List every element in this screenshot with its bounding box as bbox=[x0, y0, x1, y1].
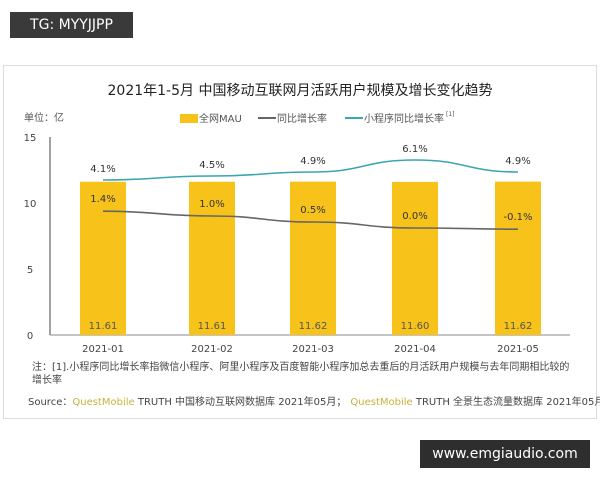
line-mini-label: 6.1% bbox=[402, 144, 427, 155]
note-line-1: 注：[1].小程序同比增长率指微信小程序、阿里小程序及百度智能小程序加总去重后的… bbox=[32, 360, 569, 373]
legend-swatch-mau bbox=[180, 114, 198, 123]
line-yoy bbox=[102, 210, 519, 230]
bar-value-label: 11.61 bbox=[89, 321, 118, 332]
bar-value-label: 11.62 bbox=[299, 321, 328, 332]
x-tick-label: 2021-01 bbox=[82, 344, 124, 355]
bar-value-label: 11.60 bbox=[401, 321, 430, 332]
y-tick-label: 0 bbox=[27, 331, 33, 342]
x-tick-label: 2021-04 bbox=[394, 344, 436, 355]
line-mini-label: 4.5% bbox=[199, 160, 224, 171]
overlay-label: TG: MYYJJPP bbox=[10, 12, 133, 38]
y-tick-label: 15 bbox=[24, 133, 37, 144]
line-yoy-label: 0.0% bbox=[402, 211, 427, 222]
legend-label-mini: 小程序同比增长率 bbox=[364, 112, 444, 125]
legend-label-yoy: 同比增长率 bbox=[277, 112, 327, 125]
y-axis-label: 单位：亿 bbox=[24, 111, 64, 124]
chart-title: 2021年1-5月 中国移动互联网月活跃用户规模及增长变化趋势 bbox=[108, 82, 493, 99]
legend-superscript: [1] bbox=[446, 111, 455, 118]
bar-mau bbox=[290, 181, 336, 335]
line-mini-label: 4.9% bbox=[505, 156, 530, 167]
line-yoy-label: -0.1% bbox=[503, 212, 532, 223]
bar-mau bbox=[495, 181, 541, 335]
y-tick-label: 10 bbox=[24, 199, 37, 210]
bar-mau bbox=[80, 181, 126, 335]
line-mini-label: 4.9% bbox=[300, 156, 325, 167]
bar-mau bbox=[392, 181, 438, 335]
line-yoy-label: 0.5% bbox=[300, 205, 325, 216]
line-yoy-label: 1.0% bbox=[199, 199, 224, 210]
line-mini-label: 4.1% bbox=[90, 164, 115, 175]
legend: 全网MAU 同比增长率 小程序同比增长率 [1] bbox=[180, 111, 455, 125]
source-brand-2: QuestMobile bbox=[350, 397, 412, 408]
bar-mau bbox=[189, 181, 235, 335]
y-tick-label: 5 bbox=[27, 265, 33, 276]
bar-value-label: 11.61 bbox=[198, 321, 227, 332]
x-tick-label: 2021-03 bbox=[292, 344, 334, 355]
note-line-2: 增长率 bbox=[32, 373, 62, 386]
line-yoy-label: 1.4% bbox=[90, 194, 115, 205]
x-tick-label: 2021-05 bbox=[497, 344, 539, 355]
source-line: Source：QuestMobile TRUTH 中国移动互联网数据库 2021… bbox=[28, 395, 600, 408]
watermark: www.emgiaudio.com bbox=[420, 440, 590, 468]
bar-value-label: 11.62 bbox=[504, 321, 533, 332]
x-tick-label: 2021-02 bbox=[191, 344, 233, 355]
legend-label-mau: 全网MAU bbox=[199, 112, 242, 125]
line-mini bbox=[102, 159, 519, 181]
